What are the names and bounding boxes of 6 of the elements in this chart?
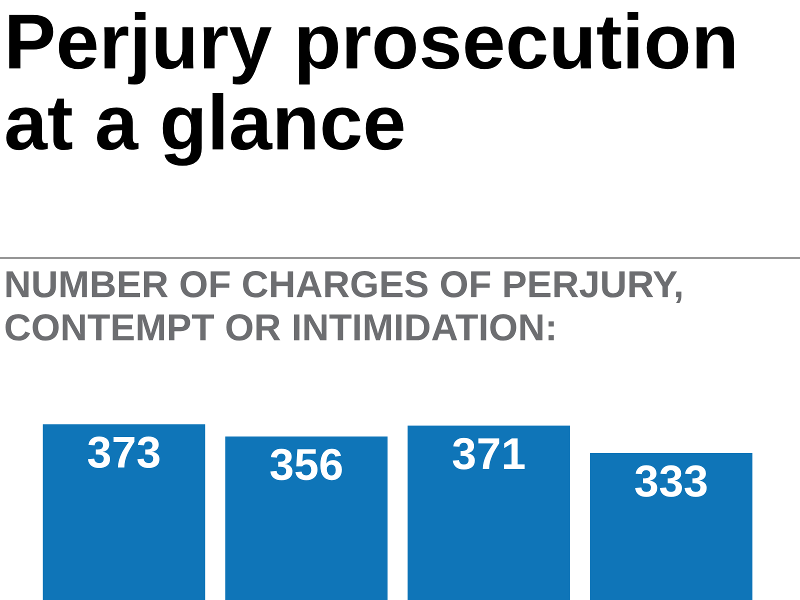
data-label: 373 xyxy=(88,436,160,468)
chart-subtitle: NUMBER OF CHARGES OF PERJURY, CONTEMPT OR INTIMIDATION: xyxy=(6,270,682,341)
chart-title: Perjury prosecution at a glance xyxy=(6,12,734,166)
data-label: 356 xyxy=(270,448,342,480)
data-label: 371 xyxy=(452,438,525,470)
data-label: 333 xyxy=(635,465,707,497)
